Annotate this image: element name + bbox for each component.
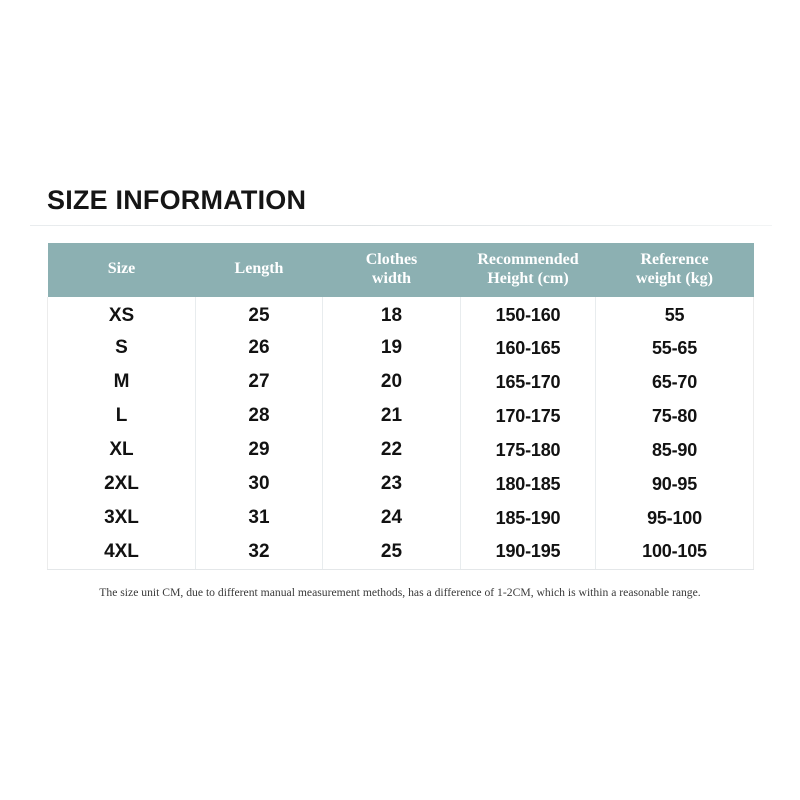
- cell-length: 26: [195, 331, 323, 366]
- measurement-footnote: The size unit CM, due to different manua…: [99, 585, 701, 599]
- cell-length: 28: [195, 399, 323, 434]
- cell-clothes-width: 22: [322, 433, 461, 468]
- cell-clothes-width: 19: [322, 331, 461, 366]
- cell-height: 170-175: [460, 399, 596, 434]
- table-row: 4XL 32 25 190-195 100-105: [47, 535, 754, 570]
- table-row: L 28 21 170-175 75-80: [47, 399, 754, 434]
- cell-weight: 75-80: [595, 399, 754, 434]
- column-header-recommended-height: Recommended Height (cm): [460, 243, 596, 298]
- table-row: 3XL 31 24 185-190 95-100: [47, 501, 754, 536]
- cell-height: 150-160: [460, 297, 596, 332]
- table-body: XS 25 18 150-160 55 S 26 19 160-165 55-6…: [47, 297, 754, 570]
- column-header-weight-line1: Reference: [640, 251, 709, 268]
- cell-size: S: [47, 331, 196, 366]
- table-row: XL 29 22 175-180 85-90: [47, 433, 754, 468]
- column-header-size-label: Size: [107, 260, 136, 278]
- size-table: Size Length Clothes width Recommended He…: [47, 243, 754, 570]
- cell-weight: 55: [595, 297, 754, 332]
- column-header-length: Length: [195, 243, 323, 298]
- column-header-length-label: Length: [234, 260, 284, 278]
- cell-size: XS: [47, 297, 196, 332]
- cell-size: 4XL: [47, 535, 196, 570]
- cell-height: 190-195: [460, 535, 596, 570]
- column-header-reference-weight: Reference weight (kg): [595, 243, 754, 298]
- cell-size: XL: [47, 433, 196, 468]
- table-row: S 26 19 160-165 55-65: [47, 331, 754, 366]
- cell-height: 175-180: [460, 433, 596, 468]
- column-header-size: Size: [47, 243, 196, 298]
- cell-length: 31: [195, 501, 323, 536]
- column-header-weight-line2: weight (kg): [636, 269, 713, 287]
- column-header-height-line1: Recommended: [477, 251, 579, 268]
- cell-clothes-width: 21: [322, 399, 461, 434]
- column-header-height-line2: Height (cm): [487, 269, 569, 287]
- table-row: 2XL 30 23 180-185 90-95: [47, 467, 754, 502]
- cell-weight: 65-70: [595, 365, 754, 400]
- size-table-wrapper: Size Length Clothes width Recommended He…: [47, 243, 754, 570]
- cell-clothes-width: 18: [322, 297, 461, 332]
- column-header-clothes-width-line2: width: [371, 269, 412, 287]
- cell-clothes-width: 20: [322, 365, 461, 400]
- cell-clothes-width: 25: [322, 535, 461, 570]
- cell-weight: 100-105: [595, 535, 754, 570]
- cell-length: 32: [195, 535, 323, 570]
- cell-weight: 90-95: [595, 467, 754, 502]
- cell-size: M: [47, 365, 196, 400]
- cell-height: 165-170: [460, 365, 596, 400]
- cell-length: 29: [195, 433, 323, 468]
- cell-height: 185-190: [460, 501, 596, 536]
- cell-length: 27: [195, 365, 323, 400]
- cell-weight: 55-65: [595, 331, 754, 366]
- table-header: Size Length Clothes width Recommended He…: [47, 243, 754, 298]
- table-row: XS 25 18 150-160 55: [47, 297, 754, 332]
- cell-weight: 95-100: [595, 501, 754, 536]
- cell-size: L: [47, 399, 196, 434]
- column-header-clothes-width-line1: Clothes: [365, 251, 418, 268]
- cell-height: 160-165: [460, 331, 596, 366]
- page-title-block: SIZE INFORMATION: [47, 185, 753, 215]
- cell-clothes-width: 23: [322, 467, 461, 502]
- cell-clothes-width: 24: [322, 501, 461, 536]
- table-header-row: Size Length Clothes width Recommended He…: [47, 243, 754, 298]
- page-title: SIZE INFORMATION: [47, 185, 307, 215]
- cell-size: 2XL: [47, 467, 196, 502]
- table-row: M 27 20 165-170 65-70: [47, 365, 754, 400]
- cell-length: 30: [195, 467, 323, 502]
- cell-height: 180-185: [460, 467, 596, 502]
- cell-length: 25: [195, 297, 323, 332]
- column-header-clothes-width: Clothes width: [322, 243, 461, 298]
- cell-size: 3XL: [47, 501, 196, 536]
- cell-weight: 85-90: [595, 433, 754, 468]
- title-divider: [30, 225, 772, 226]
